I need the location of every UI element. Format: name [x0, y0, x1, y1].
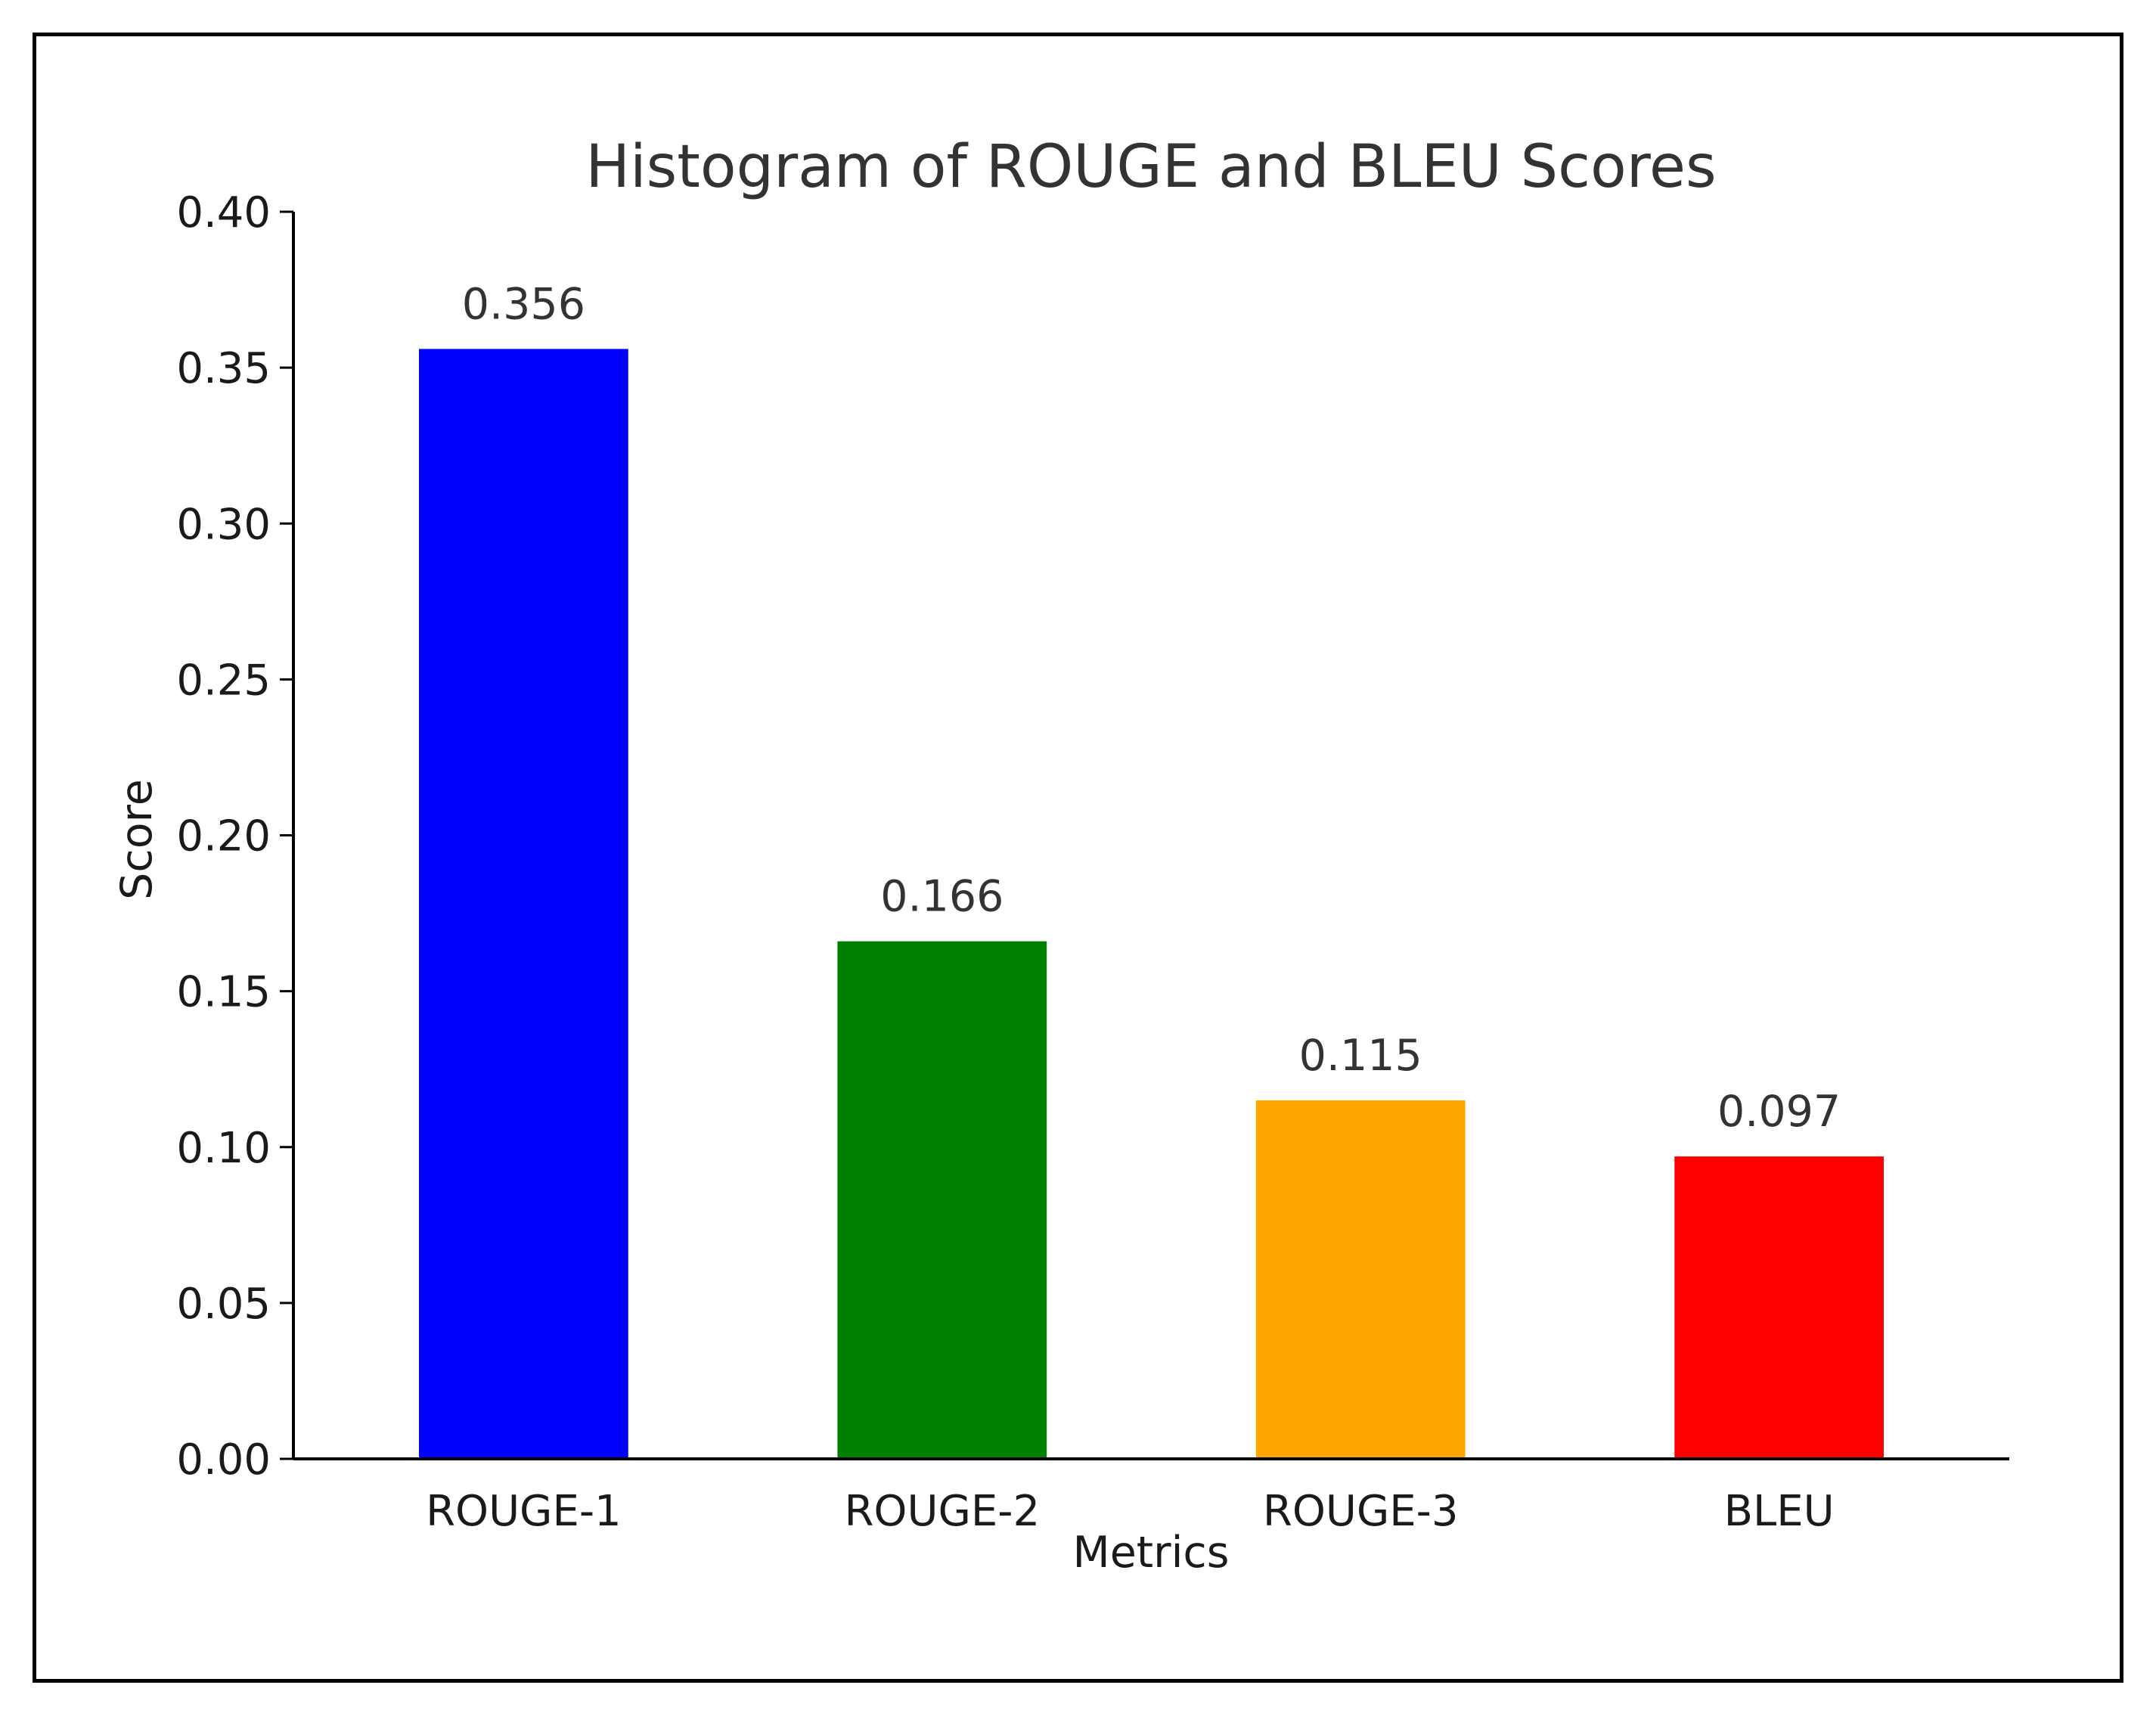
y-tick-label: 0.10	[176, 1124, 271, 1173]
value-label: 0.097	[1717, 1087, 1841, 1137]
bar-bleu	[1674, 1156, 1884, 1459]
bar-rouge-2	[837, 941, 1047, 1459]
y-tick-label: 0.35	[176, 344, 271, 393]
value-label: 0.115	[1299, 1031, 1422, 1081]
bars	[419, 349, 1884, 1459]
y-axis-title: Score	[112, 779, 162, 900]
value-labels: 0.356 0.166 0.115 0.097	[462, 279, 1841, 1137]
value-label: 0.166	[880, 872, 1004, 922]
y-axis-ticks: 0.00 0.05 0.10 0.15 0.20 0.25 0.30 0.35 0.40	[176, 188, 293, 1485]
x-tick-label: ROUGE-3	[1263, 1487, 1459, 1536]
x-tick-label: BLEU	[1724, 1487, 1835, 1536]
y-tick-label: 0.40	[176, 188, 271, 237]
value-label: 0.356	[462, 279, 585, 329]
y-tick-label: 0.05	[176, 1280, 271, 1329]
y-tick-label: 0.30	[176, 500, 271, 549]
x-tick-label: ROUGE-2	[844, 1487, 1040, 1536]
x-tick-label: ROUGE-1	[426, 1487, 622, 1536]
x-axis-ticks: ROUGE-1 ROUGE-2 ROUGE-3 BLEU	[426, 1445, 1835, 1536]
y-tick-label: 0.00	[176, 1435, 271, 1485]
y-tick-label: 0.15	[176, 968, 271, 1017]
bar-rouge-3	[1255, 1100, 1466, 1459]
y-tick-label: 0.20	[176, 812, 271, 861]
bar-rouge-1	[419, 349, 628, 1459]
chart-title: Histogram of ROUGE and BLEU Scores	[585, 133, 1716, 201]
x-axis-title: Metrics	[1073, 1528, 1230, 1578]
y-tick-label: 0.25	[176, 656, 271, 705]
